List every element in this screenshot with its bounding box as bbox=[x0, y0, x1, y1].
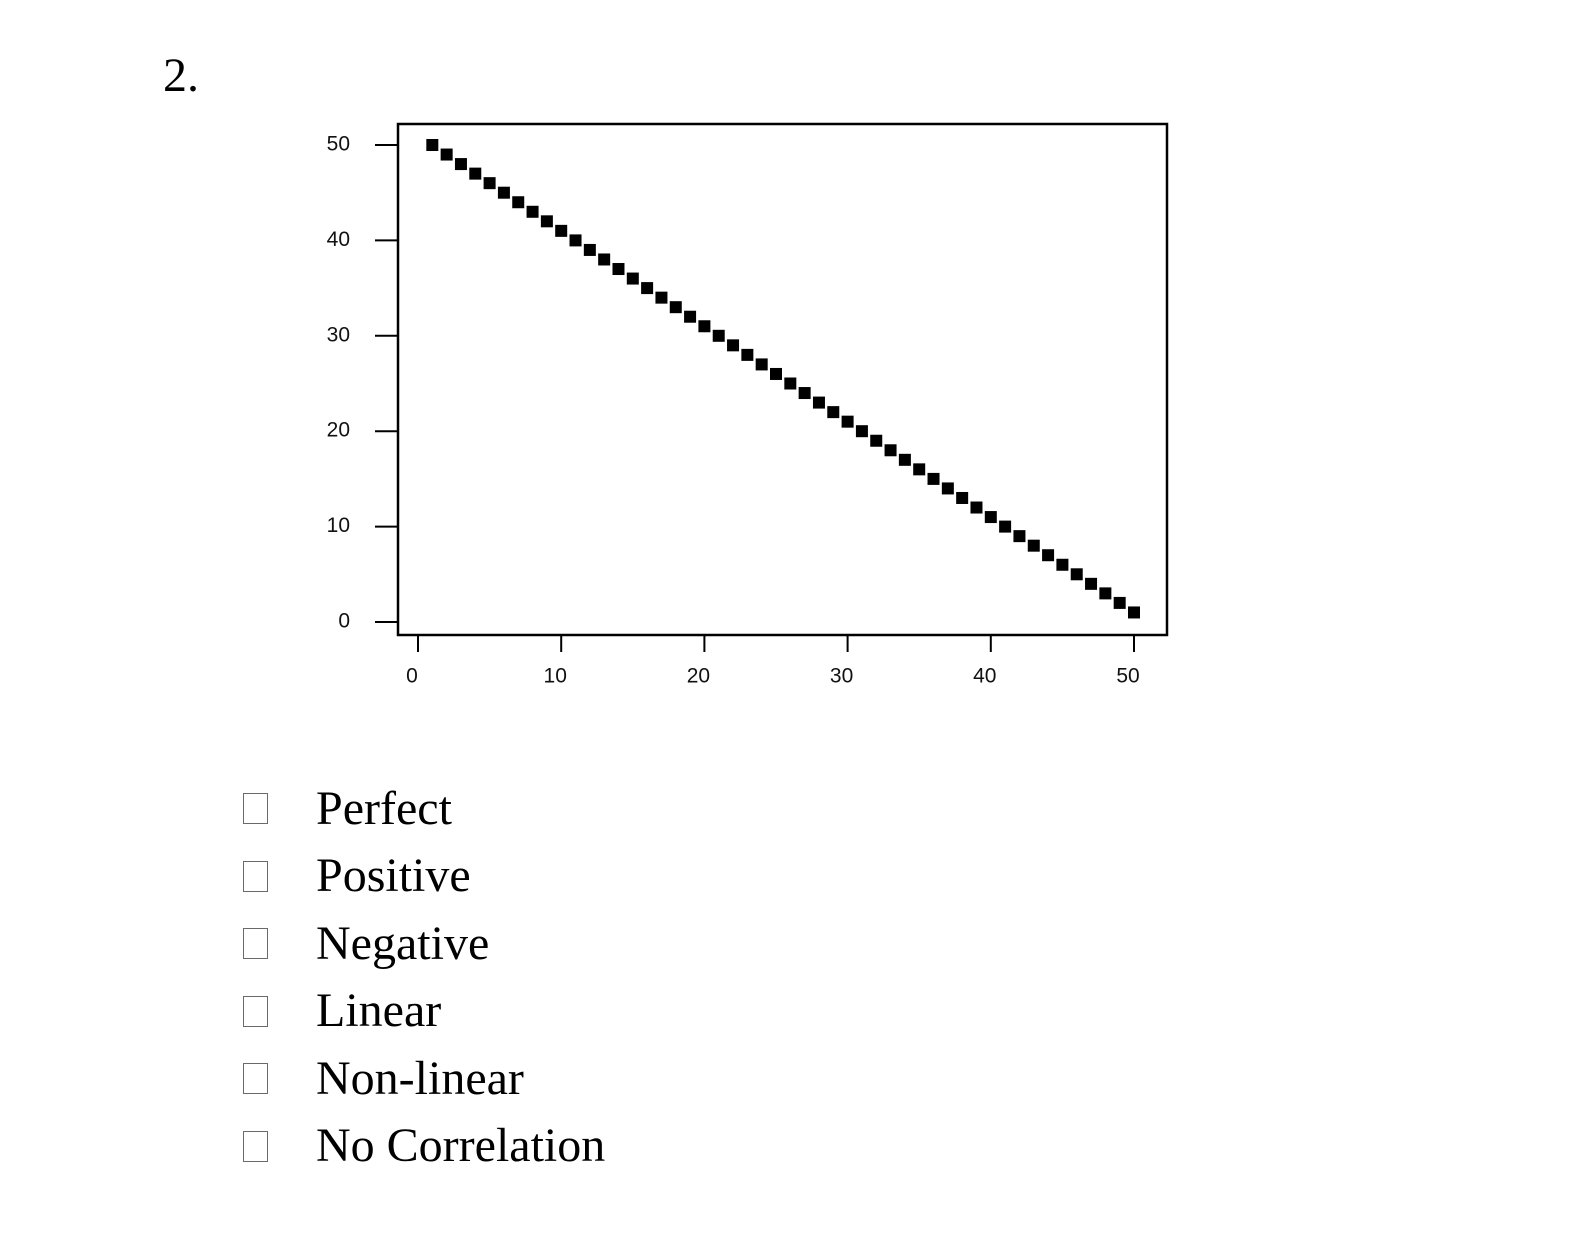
data-point bbox=[855, 425, 868, 438]
option-non-linear[interactable]: Non-linear bbox=[243, 1045, 605, 1113]
data-points bbox=[426, 139, 1140, 619]
data-point bbox=[598, 253, 611, 266]
option-perfect[interactable]: Perfect bbox=[243, 775, 605, 843]
data-point bbox=[440, 148, 453, 161]
y-tick-label: 10 bbox=[327, 514, 350, 537]
data-point bbox=[956, 491, 969, 504]
x-tick-label: 40 bbox=[973, 665, 996, 688]
option-negative[interactable]: Negative bbox=[243, 910, 605, 978]
data-point bbox=[1070, 568, 1083, 581]
data-point bbox=[755, 358, 768, 371]
data-point bbox=[970, 501, 983, 514]
checkbox-perfect[interactable] bbox=[243, 793, 268, 825]
option-label: No Correlation bbox=[316, 1119, 606, 1173]
x-tick-label: 50 bbox=[1116, 665, 1139, 688]
data-point bbox=[1013, 530, 1026, 543]
question-number: 2. bbox=[163, 49, 199, 102]
data-point bbox=[870, 434, 883, 447]
option-linear[interactable]: Linear bbox=[243, 978, 605, 1046]
data-point bbox=[1042, 549, 1055, 562]
option-label: Positive bbox=[316, 849, 471, 903]
data-point bbox=[1085, 577, 1098, 590]
y-tick-label: 50 bbox=[327, 133, 350, 156]
data-point bbox=[684, 310, 697, 323]
data-point bbox=[526, 205, 539, 218]
data-point bbox=[426, 139, 439, 151]
checkbox-positive[interactable] bbox=[243, 860, 268, 892]
data-point bbox=[841, 415, 854, 428]
y-tick-label: 20 bbox=[327, 419, 350, 442]
data-point bbox=[655, 291, 668, 304]
x-tick-label: 20 bbox=[687, 665, 710, 688]
data-point bbox=[555, 224, 568, 237]
data-point bbox=[784, 377, 797, 390]
data-point bbox=[984, 511, 997, 524]
data-point bbox=[798, 387, 811, 400]
answer-options: Perfect Positive Negative Linear Non-lin… bbox=[243, 775, 605, 1180]
data-point bbox=[454, 158, 467, 171]
data-point bbox=[927, 472, 940, 485]
data-point bbox=[741, 348, 754, 361]
data-point bbox=[583, 243, 596, 256]
data-point bbox=[999, 520, 1012, 533]
checkbox-no-correlation[interactable] bbox=[243, 1130, 268, 1162]
data-point bbox=[1099, 587, 1112, 600]
plot-frame bbox=[396, 122, 1169, 637]
data-point bbox=[483, 177, 496, 190]
data-point bbox=[913, 463, 926, 476]
data-point bbox=[1113, 596, 1126, 609]
y-tick-label: 30 bbox=[327, 323, 350, 346]
x-tick-label: 0 bbox=[406, 665, 418, 688]
data-point bbox=[626, 272, 639, 285]
data-point bbox=[469, 167, 482, 180]
data-point bbox=[612, 263, 625, 276]
option-label: Linear bbox=[316, 984, 442, 1038]
checkbox-linear[interactable] bbox=[243, 995, 268, 1027]
option-label: Negative bbox=[316, 916, 490, 970]
data-point bbox=[540, 215, 553, 228]
y-axis: 0 10 20 30 40 50 bbox=[327, 133, 398, 633]
data-point bbox=[569, 234, 582, 247]
data-point bbox=[827, 406, 840, 419]
checkbox-non-linear[interactable] bbox=[243, 1063, 268, 1095]
x-axis: 0 10 20 30 40 50 bbox=[406, 635, 1140, 688]
checkbox-negative[interactable] bbox=[243, 928, 268, 960]
data-point bbox=[698, 320, 711, 333]
y-tick-label: 40 bbox=[327, 228, 350, 251]
x-tick-label: 10 bbox=[544, 665, 567, 688]
option-no-correlation[interactable]: No Correlation bbox=[243, 1113, 605, 1181]
data-point bbox=[727, 339, 740, 352]
x-tick-label: 30 bbox=[830, 665, 853, 688]
data-point bbox=[497, 186, 510, 199]
data-point bbox=[1027, 539, 1040, 552]
data-point bbox=[884, 444, 897, 457]
data-point bbox=[898, 453, 911, 466]
data-point bbox=[512, 196, 525, 209]
data-point bbox=[641, 282, 654, 295]
data-point bbox=[770, 367, 782, 380]
scatter-plot: 0 10 20 30 40 50 0 10 20 30 40 50 bbox=[327, 122, 1169, 688]
y-tick-label: 0 bbox=[338, 610, 350, 633]
option-label: Perfect bbox=[316, 781, 452, 835]
data-point bbox=[669, 301, 682, 314]
data-point bbox=[812, 396, 825, 409]
data-point bbox=[712, 329, 725, 342]
option-label: Non-linear bbox=[316, 1051, 524, 1105]
option-positive[interactable]: Positive bbox=[243, 843, 605, 911]
data-point bbox=[1128, 606, 1140, 619]
data-point bbox=[1056, 558, 1069, 571]
data-point bbox=[941, 482, 954, 495]
